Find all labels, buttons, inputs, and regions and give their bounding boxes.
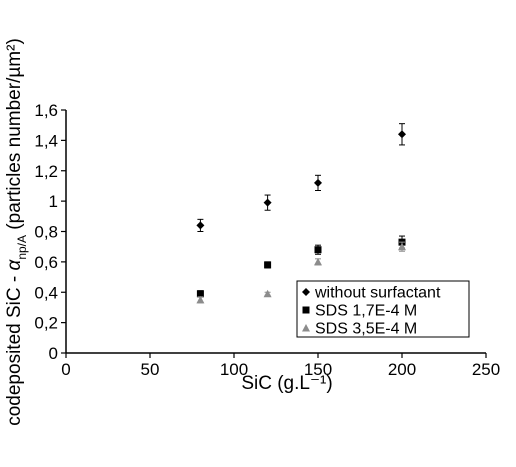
data-point [263,289,272,298]
x-tick-label: 150 [304,360,332,379]
x-axis-title: SiC (g.L⁻¹) [241,373,332,394]
series-triangle [196,241,406,304]
data-point [314,257,322,266]
y-tick-label: 0,4 [34,283,58,302]
legend-label: SDS 1,7E-4 M [315,303,417,320]
legend-box [296,280,470,338]
legend-item: SDS 1,7E-4 M [302,303,417,320]
data-point [196,221,205,230]
y-tick-label: 0,8 [34,223,58,242]
data-point [314,246,322,254]
x-axis-ticks: 0 50 100 150 200 250 [61,353,500,379]
legend-label: without surfactant [314,285,441,302]
y-tick-label: 0 [49,344,58,363]
y-tick-label: 1,6 [34,101,58,120]
y-tick-label: 1,2 [34,162,58,181]
legend-marker [302,288,310,296]
data-point [398,242,406,251]
data-point [398,130,406,139]
y-tick-label: 1,4 [34,131,58,150]
data-point [263,198,272,207]
data-series [196,123,406,304]
y-tick-label: 1 [49,192,58,211]
data-point [314,178,322,187]
legend-label: SDS 3,5E-4 M [315,321,417,338]
x-tick-label: 100 [220,360,248,379]
x-tick-label: 50 [141,360,160,379]
legend-item: without surfactant [302,285,441,302]
data-point [196,290,204,298]
series-diamond [196,123,406,232]
x-tick-label: 0 [61,360,70,379]
data-point [264,261,272,269]
y-tick-label: 0,2 [34,314,58,333]
y-axis-ticks: 0 0,2 0,4 0,6 0,8 1 1,2 1,4 1,6 [34,101,66,363]
y-tick-label: 0,6 [34,253,58,272]
y-axis-title: codeposited SiC - αnp/A (particles numbe… [4,38,29,426]
legend-marker [302,306,310,314]
legend-marker [302,324,310,332]
x-tick-label: 250 [472,360,500,379]
legend-item: SDS 3,5E-4 M [302,321,417,338]
data-point [196,295,205,304]
x-tick-label: 200 [388,360,416,379]
